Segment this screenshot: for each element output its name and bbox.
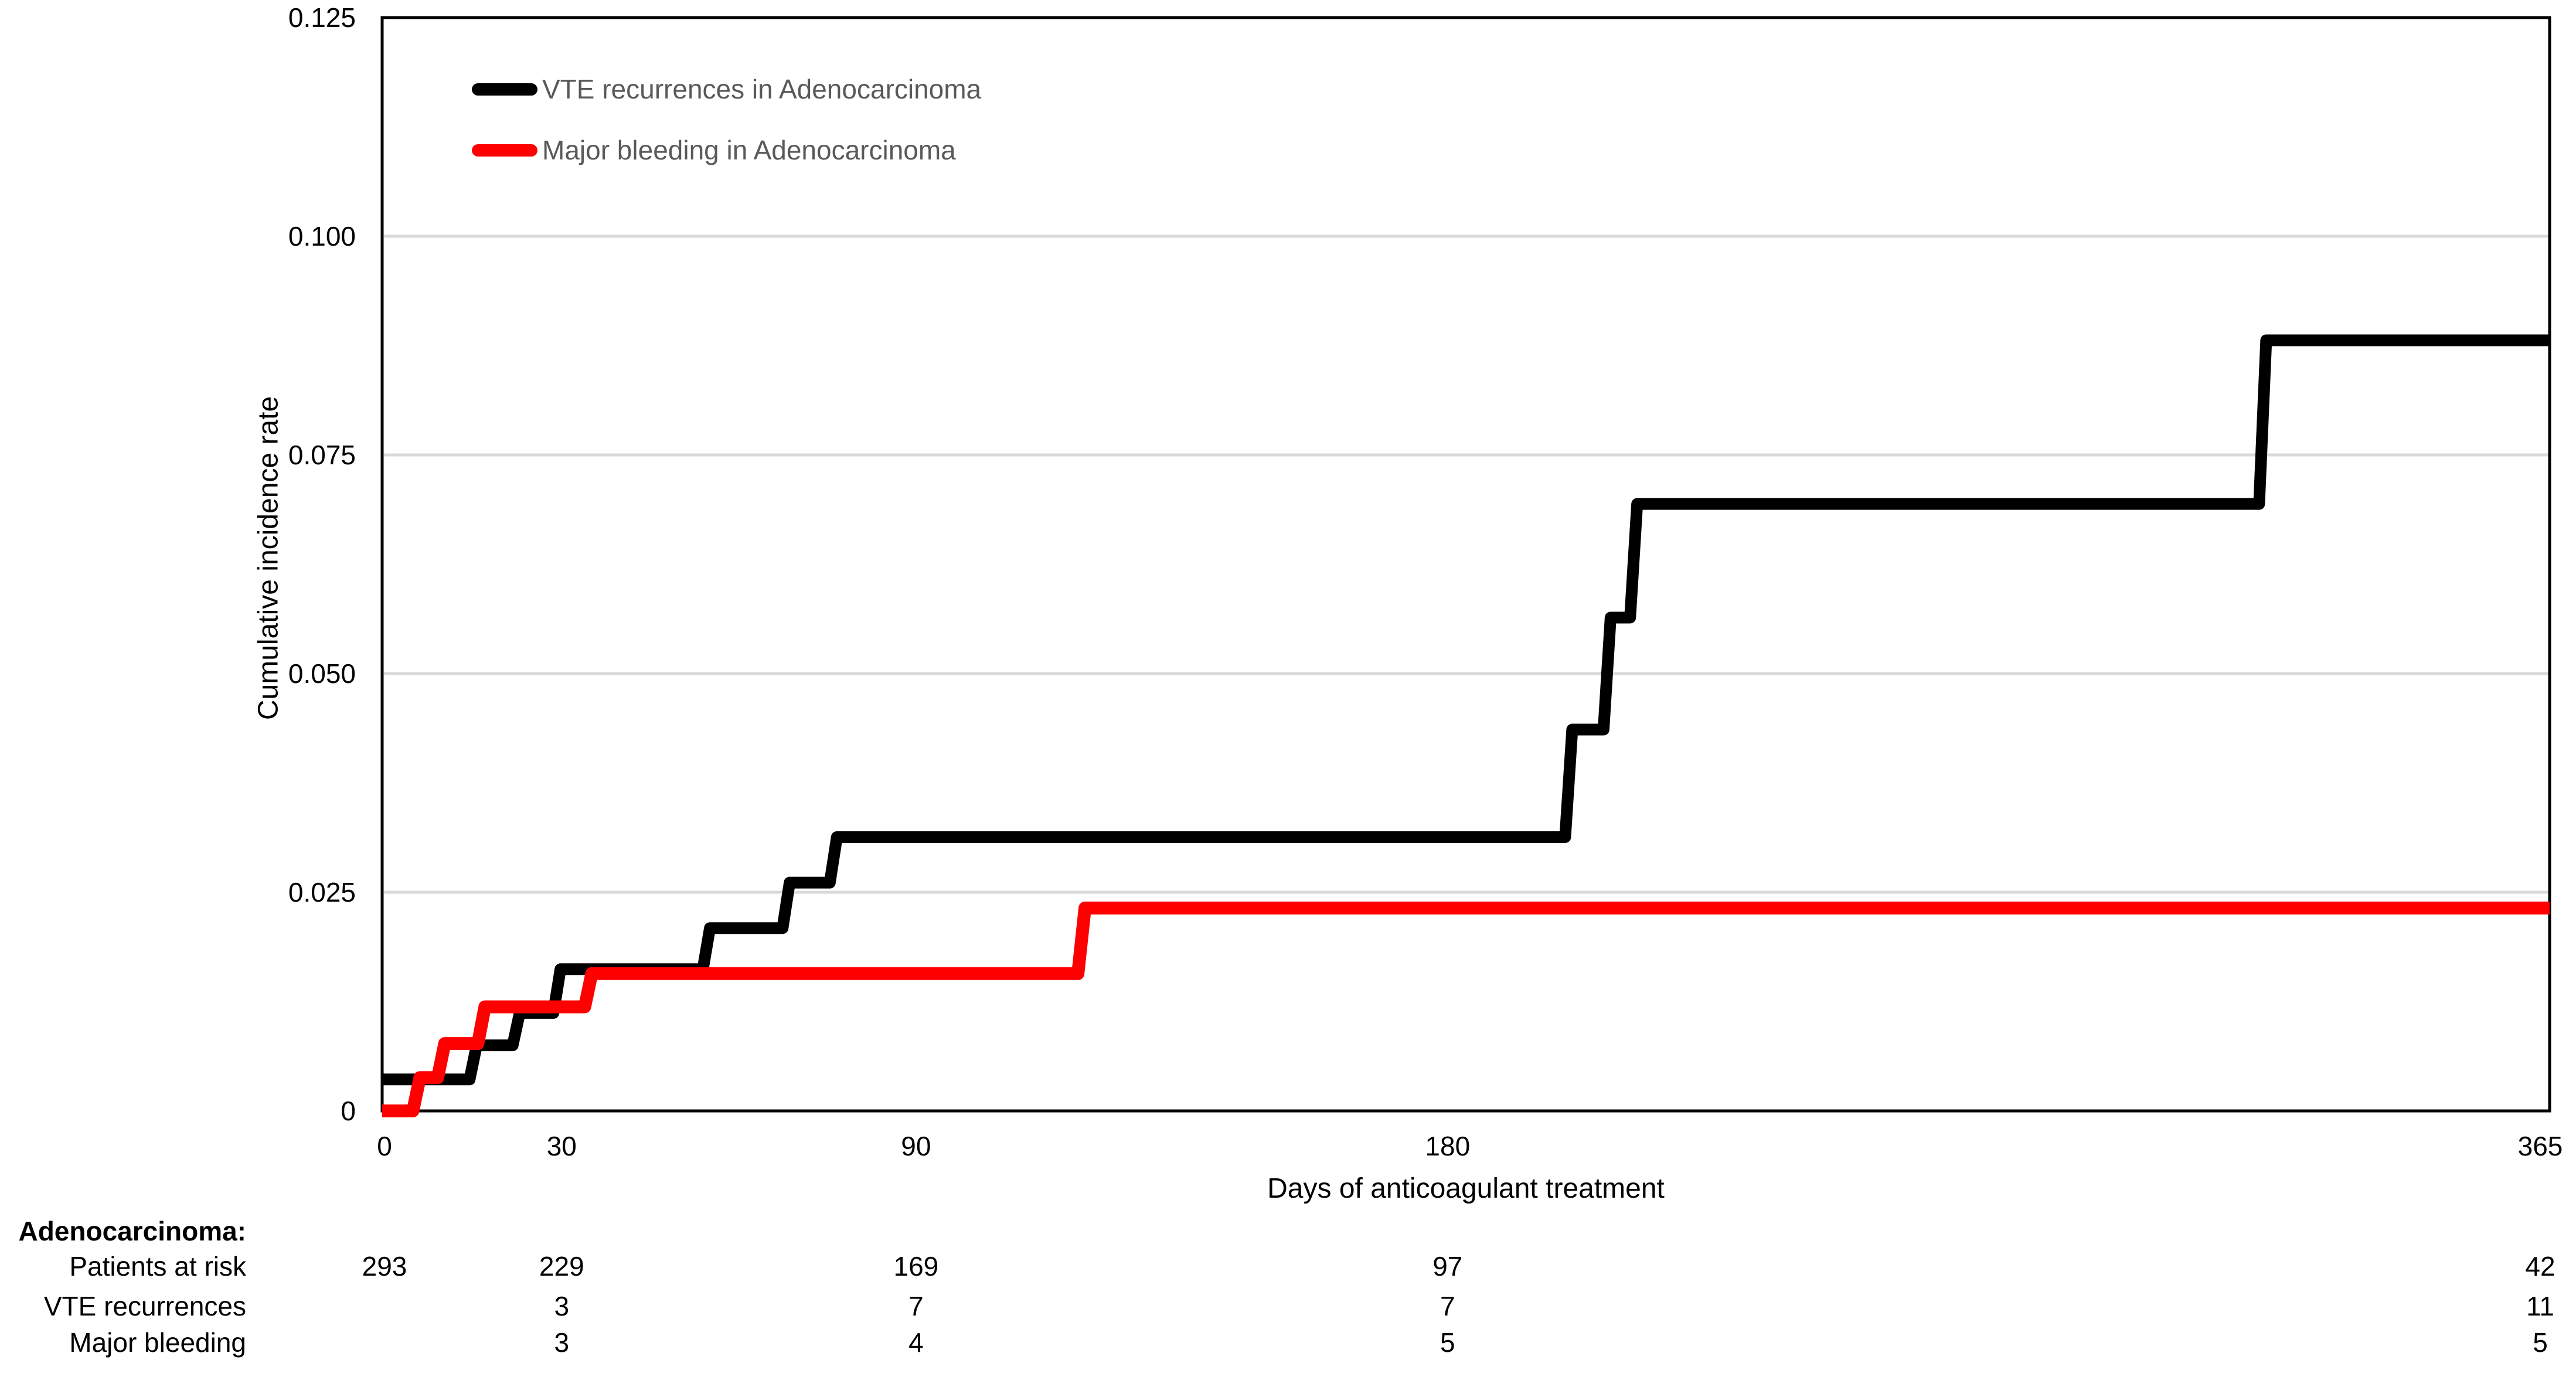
risk-value: 293 <box>362 1251 407 1282</box>
x-tick-label-365: 365 <box>2517 1131 2563 1161</box>
y-tick-label-0.050: 0.050 <box>288 658 356 689</box>
risk-value: 229 <box>539 1251 584 1282</box>
legend-label-vte: VTE recurrences in Adenocarcinoma <box>542 74 982 104</box>
risk-value: 4 <box>908 1327 924 1358</box>
bleeding-line-swatch-icon <box>472 144 537 157</box>
y-tick-label-0.100: 0.100 <box>288 221 356 251</box>
series-line-bleeding <box>382 901 2550 1117</box>
series-lines <box>382 334 2550 1117</box>
risk-row-label-vte-recurrences: VTE recurrences <box>43 1291 246 1321</box>
legend-item-bleeding: Major bleeding in Adenocarcinoma <box>472 120 981 181</box>
risk-value: 5 <box>2533 1327 2548 1358</box>
risk-row-label-patients-at-risk: Patients at risk <box>69 1251 246 1282</box>
risk-value: 11 <box>2526 1291 2554 1321</box>
risk-value: 97 <box>1432 1251 1463 1282</box>
x-axis-title: Days of anticoagulant treatment <box>1267 1173 1665 1204</box>
series-line-vte <box>382 334 2550 1086</box>
x-tick-label-180: 180 <box>1425 1131 1471 1161</box>
risk-value: 5 <box>1440 1327 1455 1358</box>
y-tick-label-0: 0 <box>341 1096 356 1126</box>
y-tick-label-0.125: 0.125 <box>288 2 356 33</box>
risk-value: 3 <box>554 1327 570 1358</box>
legend-label-bleeding: Major bleeding in Adenocarcinoma <box>542 135 956 165</box>
risk-value: 169 <box>893 1251 939 1282</box>
vte-line-swatch-icon <box>472 83 537 96</box>
x-tick-label-0: 0 <box>377 1131 392 1161</box>
y-tick-label-0.025: 0.025 <box>288 877 356 907</box>
risk-value: 3 <box>554 1291 570 1321</box>
x-tick-label-90: 90 <box>901 1131 931 1161</box>
risk-table-group-label: Adenocarcinoma: <box>18 1216 246 1246</box>
risk-value: 7 <box>908 1291 924 1321</box>
risk-row-label-major-bleeding: Major bleeding <box>69 1327 246 1358</box>
legend-item-vte: VTE recurrences in Adenocarcinoma <box>472 59 981 120</box>
x-tick-label-30: 30 <box>546 1131 577 1161</box>
gridlines <box>384 234 2548 894</box>
risk-value: 7 <box>1440 1291 1455 1321</box>
legend: VTE recurrences in Adenocarcinoma Major … <box>472 59 981 181</box>
y-axis-title: Cumulative incidence rate <box>253 396 284 720</box>
risk-value: 42 <box>2525 1251 2555 1282</box>
plot-border <box>380 16 2551 1113</box>
y-tick-label-0.075: 0.075 <box>288 440 356 470</box>
